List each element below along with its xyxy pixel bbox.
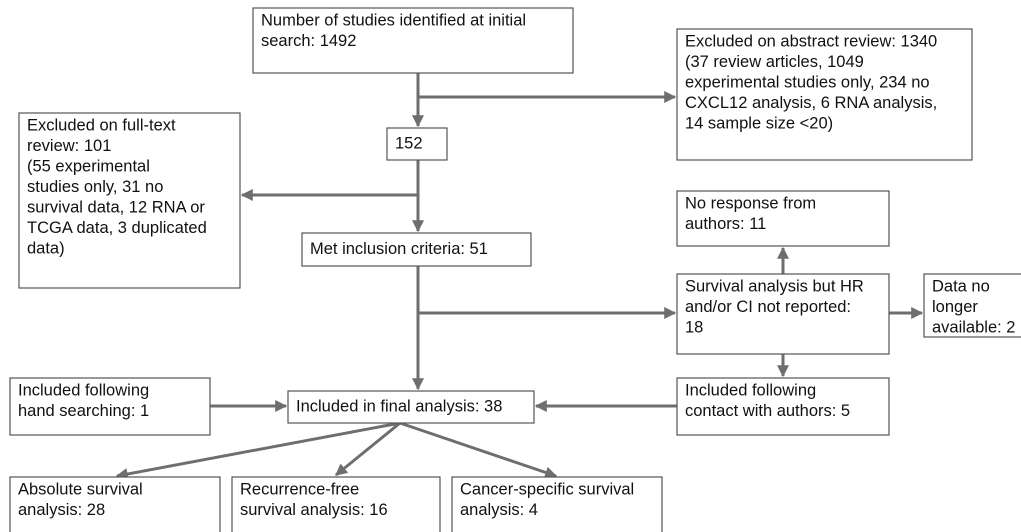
node-text: authors: 11: [685, 215, 766, 233]
node-text: Excluded on full-text: [27, 116, 176, 134]
connectors: [115, 73, 924, 480]
node-text: available: 2: [932, 318, 1015, 336]
node-text: (55 experimental: [27, 157, 150, 175]
node-text: Absolute survival: [18, 480, 143, 498]
node-box: [301, 232, 532, 267]
node-text: survival data, 12 RNA or: [27, 198, 205, 216]
node: Recurrence-free survival analysis: 16: [231, 476, 441, 532]
node-box: [676, 377, 890, 436]
node: Met inclusion criteria: 51: [301, 232, 532, 267]
node-box: [676, 190, 890, 247]
node-text: Survival analysis but HR: [685, 277, 864, 295]
node-box: [252, 7, 574, 74]
node-text: 18: [685, 318, 703, 336]
node-text: (37 review articles, 1049: [685, 53, 864, 71]
arrow: [399, 421, 558, 479]
node: 152: [386, 127, 448, 161]
node-text: 152: [395, 134, 423, 152]
node: Included following hand searching: 1: [9, 377, 211, 436]
node: Data no longer available: 2: [923, 273, 1021, 338]
node-box: [386, 127, 448, 161]
node-text: No response from: [685, 194, 816, 212]
node: Excluded on abstract review: 1340 (37 rev…: [676, 28, 973, 161]
node-text: contact with authors: 5: [685, 402, 850, 420]
node: Included in final analysis: 38: [287, 390, 535, 424]
node-text: analysis: 4: [460, 501, 538, 519]
node-text: hand searching: 1: [18, 402, 149, 420]
node-text: CXCL12 analysis, 6 RNA analysis,: [685, 94, 937, 112]
node-box: [676, 273, 890, 355]
node-text: and/or CI not reported:: [685, 298, 851, 316]
node-text: Cancer-specific survival: [460, 480, 634, 498]
node-text: longer: [932, 298, 978, 316]
node: Excluded on full-text review: 101 (55 expe…: [18, 112, 241, 289]
node-text: data): [27, 239, 65, 257]
node-text: Included following: [18, 381, 149, 399]
node-text: Met inclusion criteria: 51: [310, 240, 488, 258]
node-text: Number of studies identified at initial: [261, 11, 526, 29]
node-text: Included following: [685, 381, 816, 399]
node: Cancer-specific survival analysis: 4: [451, 476, 663, 532]
boxes: Number of studies identified at initial s…: [9, 7, 1021, 532]
node-text: experimental studies only, 234 no: [685, 73, 930, 91]
arrow: [335, 421, 401, 477]
node: No response from authors: 11: [676, 190, 890, 247]
node-text: studies only, 31 no: [27, 178, 163, 196]
node: Number of studies identified at initial s…: [252, 7, 574, 74]
node-text: review: 101: [27, 137, 111, 155]
node-text: Included in final analysis: 38: [296, 397, 502, 415]
node-text: analysis: 28: [18, 501, 105, 519]
node-text: Data no: [932, 277, 990, 295]
node-box: [923, 273, 1021, 338]
node-box: [9, 377, 211, 436]
node-box: [676, 28, 973, 161]
node-text: Recurrence-free: [240, 480, 359, 498]
node-text: survival analysis: 16: [240, 501, 388, 519]
node-text: TCGA data, 3 duplicated: [27, 219, 207, 237]
node-box: [9, 476, 221, 532]
node-box: [18, 112, 241, 289]
node-box: [451, 476, 663, 532]
node-box: [231, 476, 441, 532]
node-text: search: 1492: [261, 32, 356, 50]
node: Absolute survival analysis: 28: [9, 476, 221, 532]
node-text: 14 sample size <20): [685, 114, 833, 132]
arrow: [115, 421, 401, 480]
node-box: [287, 390, 535, 424]
node-text: Excluded on abstract review: 1340: [685, 32, 937, 50]
node: Included following contact with authors: …: [676, 377, 890, 436]
node: Survival analysis but HR and/or CI not re…: [676, 273, 890, 355]
